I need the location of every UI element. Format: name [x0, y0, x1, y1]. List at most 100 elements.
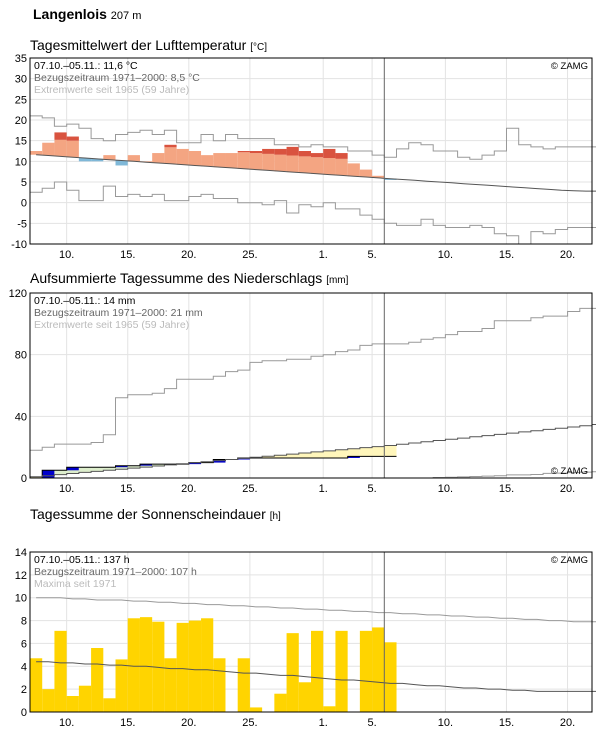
- x-tick-label: 15.: [120, 717, 135, 729]
- credit-label: © ZAMG: [551, 555, 588, 566]
- chart-panel-2: Aufsummierte Tagessumme des Niederschlag…: [9, 270, 596, 495]
- sunshine-bar: [201, 618, 214, 712]
- info-extremes: Maxima seit 1971: [34, 578, 116, 590]
- precip-deficit-area: [384, 445, 397, 457]
- credit-label: © ZAMG: [551, 61, 588, 72]
- temp-bar-warm-strong: [274, 148, 287, 155]
- sunshine-bar: [139, 617, 153, 712]
- sunshine-bar: [30, 658, 43, 712]
- temp-bar-cold: [384, 178, 397, 180]
- info-reference: Bezugszeitraum 1971–2000: 21 mm: [34, 307, 203, 319]
- temp-bar-warm-strong: [237, 151, 250, 153]
- x-tick-label: 1.: [319, 717, 328, 729]
- temp-bar-warm-strong: [335, 153, 348, 159]
- credit-label: © ZAMG: [551, 466, 588, 477]
- y-tick-label: 0: [21, 198, 27, 210]
- precip-surplus-area: [152, 464, 165, 466]
- temp-bar-warm: [201, 155, 214, 167]
- sunshine-bar: [298, 682, 311, 712]
- sunshine-bar: [42, 689, 55, 712]
- chart-title: Tagesmittelwert der Lufttemperatur [°C]: [30, 37, 267, 53]
- temp-bar-warm-strong: [249, 151, 263, 154]
- precip-cumulative-line: [30, 455, 397, 479]
- temp-bar-warm: [372, 175, 385, 178]
- temp-bar-warm: [249, 153, 263, 170]
- x-tick-label: 15.: [499, 717, 514, 729]
- temp-bar-warm: [188, 151, 202, 166]
- station-header: Langenlois 207 m: [33, 6, 141, 22]
- x-tick-label: 15.: [499, 483, 514, 495]
- y-tick-label: 0: [21, 707, 27, 719]
- y-tick-label: 12: [15, 570, 27, 582]
- precip-deficit-area: [298, 453, 311, 458]
- sunshine-bar: [237, 658, 250, 712]
- temp-bar-warm: [311, 157, 324, 174]
- station-name: Langenlois: [33, 6, 107, 22]
- x-tick-label: 25.: [242, 249, 257, 261]
- record-min-line: [30, 471, 596, 479]
- info-extremes: Extremwerte seit 1965 (59 Jahre): [34, 84, 189, 96]
- maxima-line: [36, 597, 596, 623]
- y-tick-label: 6: [21, 638, 27, 650]
- x-tick-label: 20.: [560, 483, 575, 495]
- precip-deficit-area: [359, 447, 373, 457]
- temp-bar-warm-strong: [164, 144, 177, 148]
- x-tick-label: 5.: [367, 483, 376, 495]
- y-tick-label: 25: [15, 94, 27, 106]
- info-current: 07.10.–05.11.: 14 mm: [34, 295, 136, 307]
- temp-bar-warm: [335, 158, 348, 176]
- temp-bar-warm: [237, 152, 250, 169]
- chart-unit: [°C]: [250, 42, 267, 53]
- plot-frame: [29, 551, 593, 713]
- sunshine-bar: [152, 621, 165, 712]
- sunshine-bar: [323, 706, 336, 712]
- temp-bar-warm-strong: [286, 146, 299, 156]
- x-tick-label: 20.: [181, 483, 196, 495]
- x-tick-label: 15.: [499, 249, 514, 261]
- x-tick-label: 1.: [319, 249, 328, 261]
- x-tick-label: 20.: [181, 717, 196, 729]
- precip-daily-step: [347, 456, 360, 458]
- temp-bar-warm: [286, 155, 299, 173]
- climate-cumulative-line: [30, 424, 596, 478]
- temp-bar-warm: [54, 139, 67, 157]
- temp-bar-warm: [164, 147, 177, 164]
- temp-bar-warm: [323, 158, 336, 175]
- y-tick-label: 35: [15, 53, 27, 65]
- temp-bar-warm: [152, 153, 165, 163]
- sunshine-bar: [372, 627, 385, 712]
- temp-bar-warm: [66, 140, 79, 158]
- x-tick-label: 10.: [438, 483, 453, 495]
- y-tick-label: 0: [21, 473, 27, 485]
- y-tick-label: 30: [15, 74, 27, 86]
- precip-deficit-area: [311, 451, 324, 458]
- info-current: 07.10.–05.11.: 11,6 °C: [34, 60, 138, 72]
- temp-bar-warm-strong: [298, 151, 311, 157]
- y-tick-label: 40: [15, 411, 27, 423]
- x-tick-label: 1.: [319, 483, 328, 495]
- precip-daily-step: [42, 470, 55, 478]
- x-tick-label: 5.: [367, 717, 376, 729]
- sunshine-bar: [249, 707, 263, 712]
- sunshine-bar: [286, 633, 299, 712]
- chart-title: Tagessumme der Sonnenscheindauer [h]: [30, 506, 281, 522]
- station-elevation: 207 m: [110, 10, 142, 22]
- precip-deficit-area: [372, 446, 385, 457]
- temp-bar-cold: [91, 158, 104, 162]
- precip-daily-step: [115, 465, 128, 468]
- y-tick-label: -10: [11, 239, 27, 251]
- precip-surplus-area: [127, 465, 140, 469]
- info-extremes: Extremwerte seit 1965 (59 Jahre): [34, 319, 189, 331]
- temp-bar-warm: [30, 151, 43, 155]
- precip-deficit-area: [30, 476, 43, 478]
- sunshine-bar: [103, 698, 116, 712]
- x-tick-label: 10.: [438, 249, 453, 261]
- chart-title: Aufsummierte Tagessumme des Niederschlag…: [30, 270, 349, 286]
- temp-bar-warm: [347, 163, 360, 177]
- temp-bar-warm-strong: [323, 148, 336, 159]
- x-tick-label: 25.: [242, 483, 257, 495]
- temp-bar-warm-strong: [54, 132, 67, 140]
- x-tick-label: 10.: [438, 717, 453, 729]
- info-current: 07.10.–05.11.: 137 h: [34, 554, 130, 566]
